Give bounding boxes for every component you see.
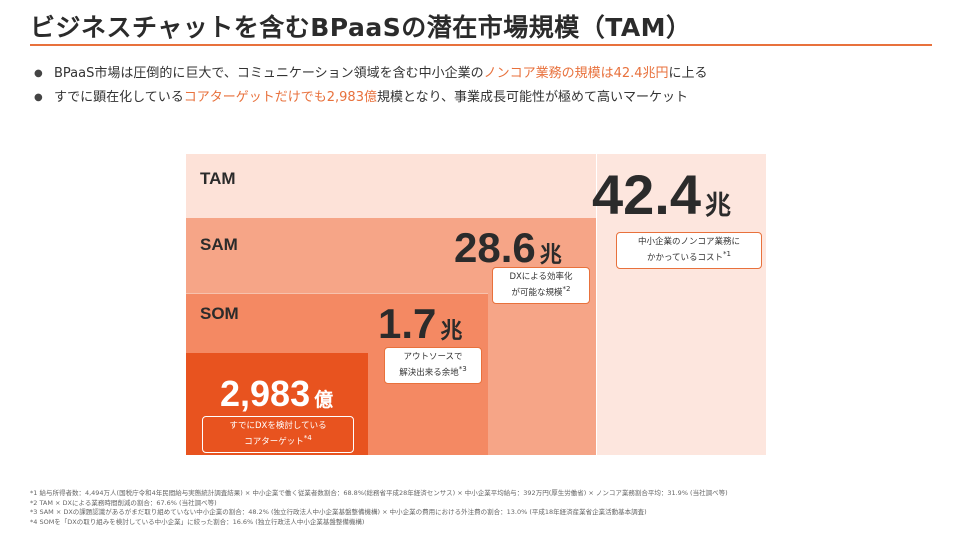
sam-note-text: が可能な規模 — [511, 287, 563, 298]
footnote: *3 SAM × DXの課題認識があるがまだ取り組めていない中小企業の割合：48… — [30, 508, 647, 516]
som-note-line1: アウトソースで — [403, 352, 463, 362]
som-note-ref: *3 — [458, 364, 467, 373]
som-label: SOM — [200, 304, 239, 323]
core-note: すでにDXを検討している コアターゲット*4 — [202, 416, 354, 453]
bullet-text: に上る — [668, 66, 708, 81]
sam-note-ref: *2 — [562, 284, 571, 293]
market-size-diagram: TAM SAM SOM 42.4 兆 中小企業のノンコア業務に かかっているコスト… — [186, 154, 766, 455]
som-note: アウトソースで 解決出来る余地*3 — [384, 347, 482, 384]
tam-unit: 兆 — [705, 190, 732, 220]
core-unit: 億 — [314, 390, 334, 411]
tam-value: 42.4 兆 — [592, 167, 731, 223]
tam-note-line2: かかっているコスト*1 — [623, 248, 755, 264]
tam-note-ref: *1 — [723, 249, 732, 258]
tam-note: 中小企業のノンコア業務に かかっているコスト*1 — [616, 232, 762, 269]
bullet-text: BPaaS市場は圧倒的に巨大で、コミュニケーション領域を含む中小企業の — [54, 66, 484, 81]
sam-value: 28.6 兆 — [454, 227, 562, 269]
core-number: 2,983 — [220, 373, 311, 414]
bullet-highlight: ノンコア業務の規模は42.4兆円 — [483, 66, 669, 81]
bullet-text: 規模となり、事業成長可能性が極めて高いマーケット — [376, 90, 689, 105]
sam-unit: 兆 — [539, 242, 562, 267]
som-value: 1.7 兆 — [378, 303, 462, 345]
som-number: 1.7 — [378, 300, 437, 347]
bullet-highlight: コアターゲットだけでも2,983億 — [183, 90, 377, 105]
som-note-line2: 解決出来る余地*3 — [391, 363, 475, 379]
sam-note-line1: DXによる効率化 — [509, 272, 573, 282]
core-note-line1: すでにDXを検討している — [229, 421, 327, 431]
bullet-text: すでに顕在化している — [54, 90, 184, 105]
page-title: ビジネスチャットを含むBPaaSの潜在市場規模（TAM） — [30, 13, 692, 42]
footnote: *2 TAM × DXによる業務時間削減の割合：67.6% (当社調べ等) — [30, 498, 217, 507]
tam-area-right — [596, 154, 766, 455]
title-underline — [30, 44, 932, 46]
core-note-line2: コアターゲット*4 — [209, 432, 347, 448]
core-note-ref: *4 — [303, 433, 312, 442]
tam-label: TAM — [200, 169, 236, 188]
som-note-text: 解決出来る余地 — [399, 367, 459, 378]
sam-number: 28.6 — [454, 224, 536, 271]
sam-note-line2: が可能な規模*2 — [499, 283, 583, 299]
sam-note: DXによる効率化 が可能な規模*2 — [492, 267, 590, 304]
footnote: *4 SOMを「DXの取り組みを検討している中小企業」に絞った割合：16.6% … — [30, 517, 365, 526]
summary-bullets: BPaaS市場は圧倒的に巨大で、コミュニケーション領域を含む中小企業のノンコア業… — [34, 62, 934, 110]
footnotes: *1 給与所得者数：4,494万人(国税庁令和4年民間給与実態統計調査結果) ×… — [30, 489, 940, 527]
tam-number: 42.4 — [592, 163, 701, 226]
sam-label: SAM — [200, 235, 238, 254]
bullet-item: すでに顕在化しているコアターゲットだけでも2,983億規模となり、事業成長可能性… — [34, 86, 934, 110]
footnote: *1 給与所得者数：4,494万人(国税庁令和4年民間給与実態統計調査結果) ×… — [30, 489, 728, 497]
core-note-text: コアターゲット — [244, 436, 304, 447]
tam-note-text: かかっているコスト — [646, 252, 724, 263]
bullet-item: BPaaS市場は圧倒的に巨大で、コミュニケーション領域を含む中小企業のノンコア業… — [34, 62, 934, 86]
core-value: 2,983 億 — [220, 376, 333, 412]
core-target-area — [186, 353, 368, 455]
tam-note-line1: 中小企業のノンコア業務に — [637, 237, 740, 247]
som-unit: 兆 — [440, 318, 463, 343]
